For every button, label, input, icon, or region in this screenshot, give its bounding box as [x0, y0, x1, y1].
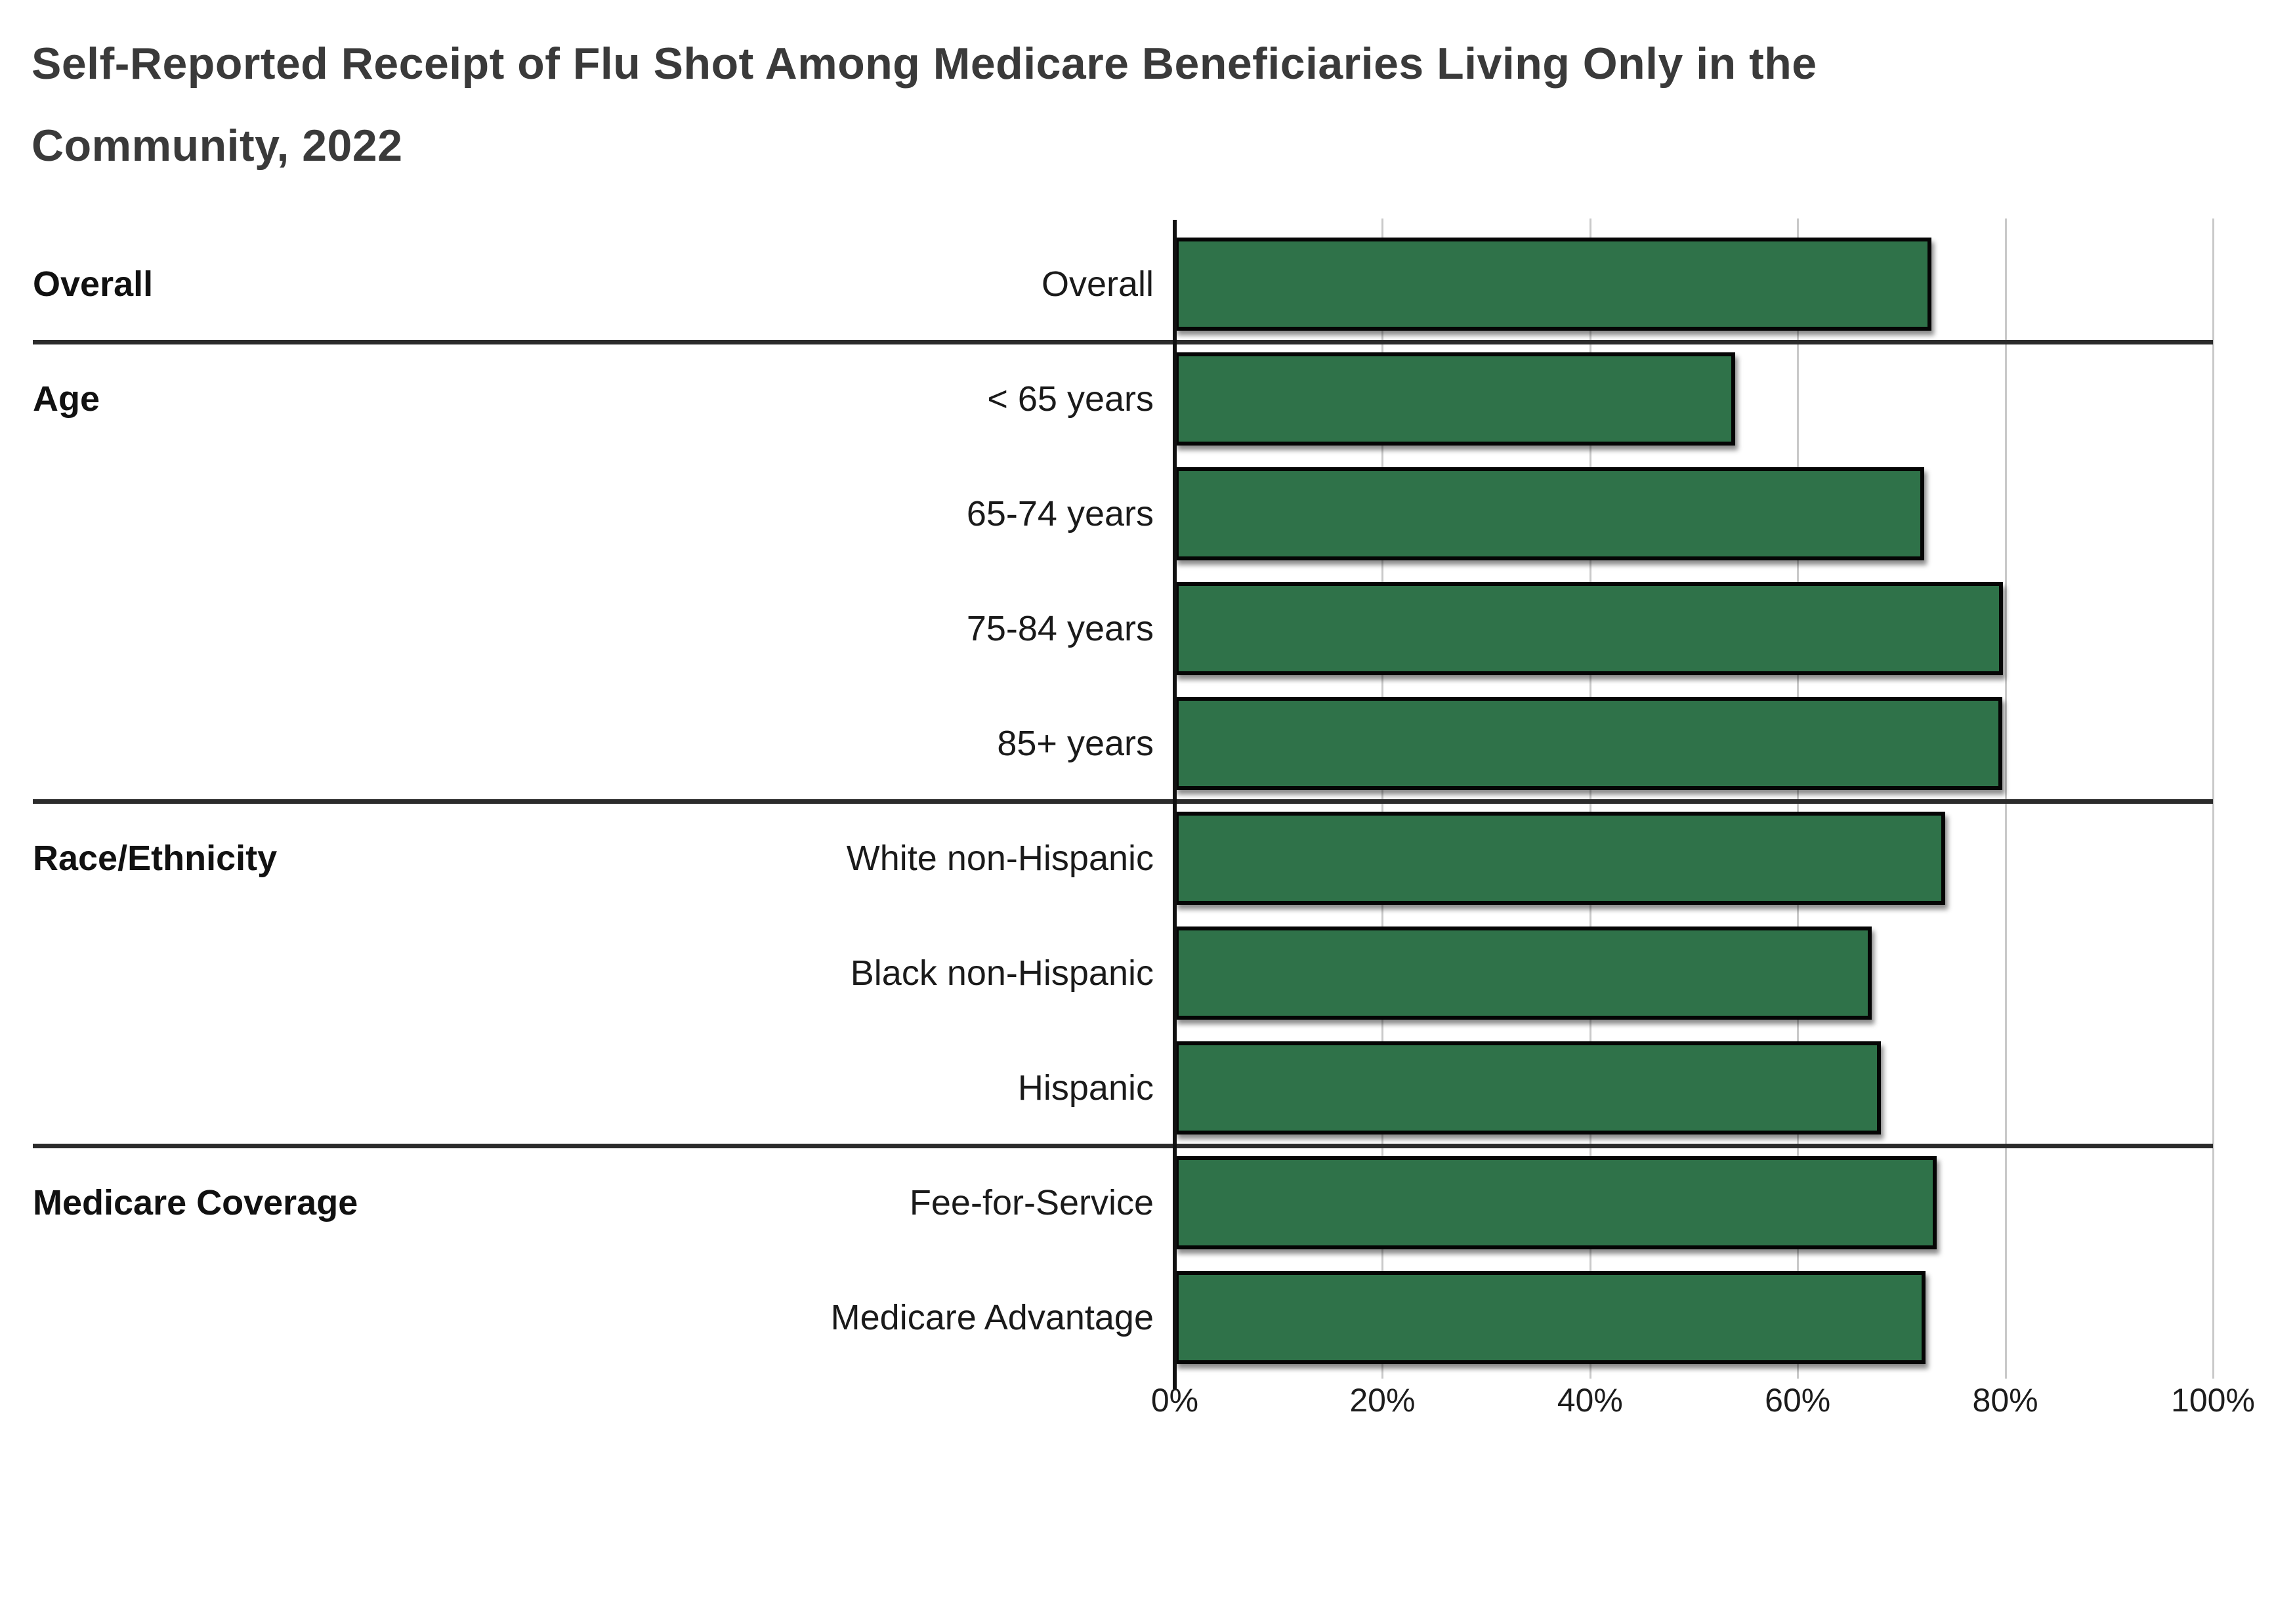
bar-65-74-years — [1175, 467, 1924, 560]
x-tick-label-20-percent: 20% — [1349, 1382, 1416, 1419]
group-separator — [33, 340, 2213, 344]
row-label-black-non-hispanic: Black non-Hispanic — [850, 953, 1154, 993]
row-label-hispanic: Hispanic — [1017, 1068, 1154, 1108]
gridline-20-percent — [1381, 219, 1384, 1379]
gridline-40-percent — [1589, 219, 1591, 1379]
row-label-medicare-advantage: Medicare Advantage — [830, 1298, 1154, 1337]
x-tick-label-80-percent: 80% — [1972, 1382, 2038, 1419]
row-label-overall: Overall — [1041, 264, 1154, 304]
group-label-age: Age — [33, 379, 100, 419]
bar-fee-for-service — [1175, 1156, 1937, 1249]
group-separator — [33, 799, 2213, 804]
gridline-80-percent — [2004, 219, 2007, 1379]
bar-black-non-hispanic — [1175, 927, 1872, 1020]
x-axis-zero-line — [1173, 220, 1177, 1389]
group-label-overall: Overall — [33, 264, 154, 304]
row-label-85-years: 85+ years — [997, 724, 1154, 763]
gridline-60-percent — [1797, 219, 1800, 1379]
row-label-65-74-years: 65-74 years — [966, 494, 1154, 533]
bar--65-years — [1175, 352, 1735, 446]
bar-75-84-years — [1175, 582, 2003, 675]
group-separator — [33, 1144, 2213, 1148]
row-label-75-84-years: 75-84 years — [966, 609, 1154, 648]
group-label-race-ethnicity: Race/Ethnicity — [33, 839, 278, 878]
x-tick-label-100-percent: 100% — [2171, 1382, 2255, 1419]
chart-title-line2: Community, 2022 — [32, 121, 403, 171]
bar-85-years — [1175, 697, 2002, 790]
bar-white-non-hispanic — [1175, 812, 1945, 905]
bar-hispanic — [1175, 1041, 1881, 1135]
row-label-white-non-hispanic: White non-Hispanic — [846, 839, 1154, 878]
row-label-fee-for-service: Fee-for-Service — [909, 1183, 1154, 1222]
x-tick-label-60-percent: 60% — [1765, 1382, 1831, 1419]
x-tick-label-40-percent: 40% — [1557, 1382, 1623, 1419]
row-label--65-years: < 65 years — [987, 379, 1154, 419]
gridline-100-percent — [2212, 219, 2214, 1379]
group-label-medicare-coverage: Medicare Coverage — [33, 1183, 358, 1222]
bar-overall — [1175, 238, 1931, 331]
bar-medicare-advantage — [1175, 1271, 1926, 1364]
chart-title-line1: Self-Reported Receipt of Flu Shot Among … — [32, 39, 1817, 89]
